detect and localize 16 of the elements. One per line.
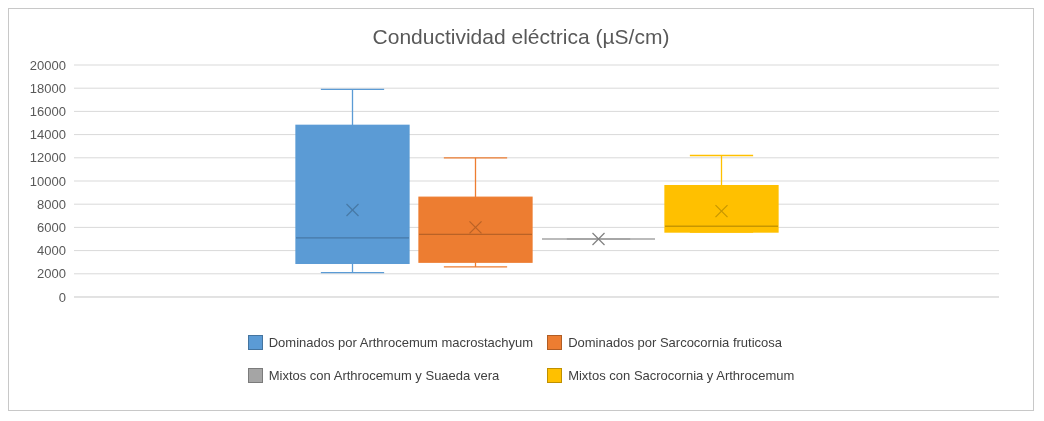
y-tick-label: 20000 xyxy=(29,57,66,73)
legend-label: Dominados por Sarcocornia fruticosa xyxy=(568,335,783,350)
chart-title: Conductividad eléctrica (µS/cm) xyxy=(371,25,671,50)
y-tick-label: 16000 xyxy=(29,104,66,120)
y-tick-label: 12000 xyxy=(29,150,66,166)
y-tick-label: 10000 xyxy=(29,173,66,189)
y-tick-label: 0 xyxy=(58,289,66,305)
y-tick-label: 8000 xyxy=(37,196,66,212)
y-tick-label: 18000 xyxy=(29,80,66,96)
y-tick-label: 2000 xyxy=(37,266,66,282)
legend-label: Mixtos con Arthrocemum y Suaeda vera xyxy=(268,368,500,383)
legend-label: Dominados por Arthrocemum macrostachyum xyxy=(268,335,534,350)
y-tick-label: 4000 xyxy=(37,243,66,259)
y-tick-label: 14000 xyxy=(29,127,66,143)
y-tick-label: 6000 xyxy=(37,220,66,236)
legend-label: Mixtos con Sacrocornia y Arthrocemum xyxy=(568,368,795,383)
